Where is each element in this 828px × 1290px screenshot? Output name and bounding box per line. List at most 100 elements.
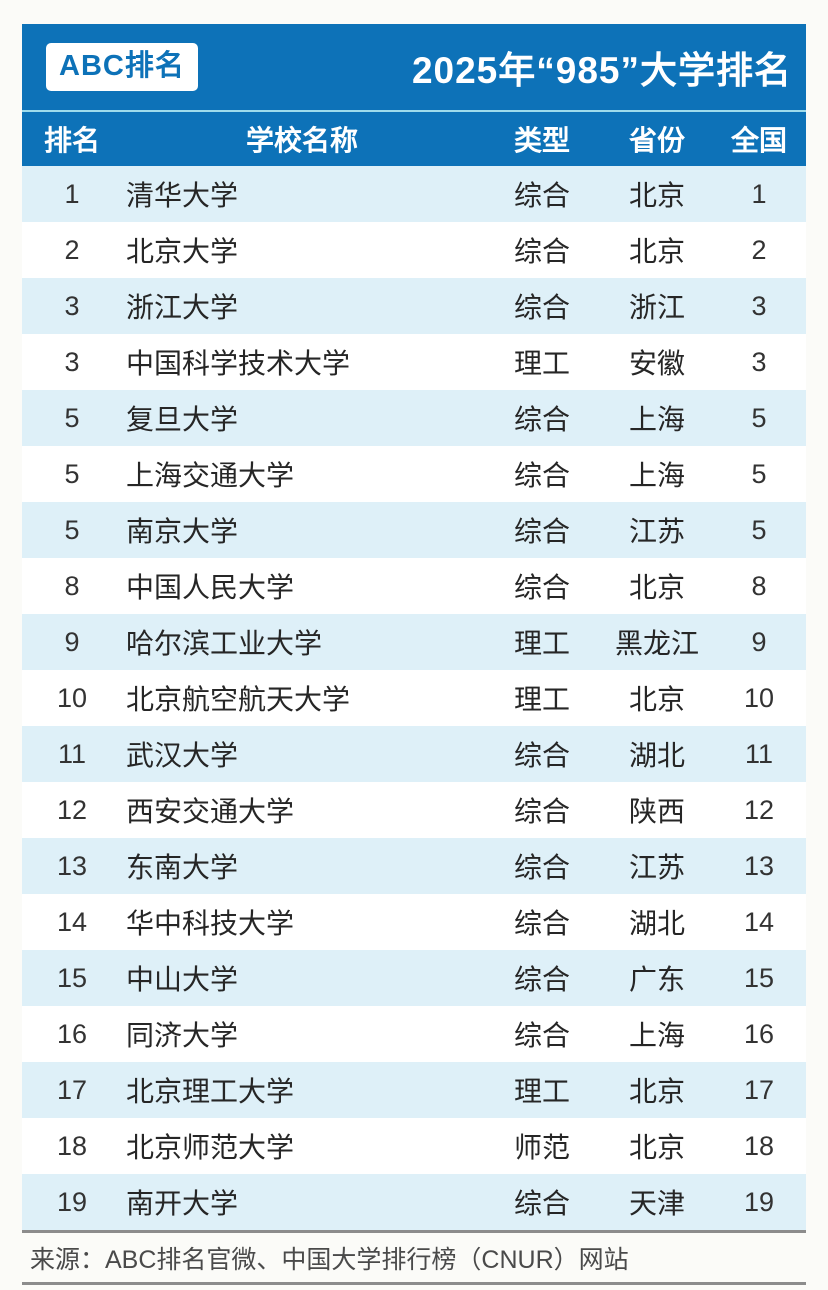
cell-national-rank: 11 [744, 738, 774, 769]
table-row: 14 华中科技大学 综合 湖北 14 [22, 894, 806, 950]
table-row: 15 中山大学 综合 广东 15 [22, 950, 806, 1006]
header-divider [22, 110, 806, 112]
title-band: ABC排名 2025年“985”大学排名 [22, 24, 806, 110]
cell-province: 安徽 [628, 348, 685, 379]
cell-school-name: 同济大学 [126, 1020, 239, 1051]
cell-school-name: 南开大学 [126, 1188, 239, 1219]
cell-province: 上海 [628, 1020, 685, 1051]
cell-school-name: 北京师范大学 [126, 1132, 295, 1163]
cell-type: 理工 [513, 684, 570, 715]
table-header-row: 排名 学校名称 类型 省份 全国 [22, 112, 806, 166]
cell-type: 综合 [513, 180, 570, 211]
cell-national-rank: 17 [743, 1074, 775, 1105]
cell-rank: 14 [56, 906, 88, 937]
cell-rank: 5 [64, 458, 80, 489]
cell-rank: 17 [56, 1074, 88, 1105]
cell-rank: 19 [56, 1186, 88, 1217]
cell-rank: 3 [64, 346, 80, 377]
cell-province: 北京 [628, 572, 685, 603]
cell-province: 浙江 [628, 292, 685, 323]
cell-province: 江苏 [628, 852, 685, 883]
source-note: 来源：ABC排名官微、中国大学排行榜（CNUR）网站 [22, 1230, 806, 1285]
cell-type: 综合 [513, 796, 570, 827]
cell-school-name: 中国科学技术大学 [126, 348, 351, 379]
cell-national-rank: 10 [743, 682, 775, 713]
cell-type: 理工 [513, 1076, 570, 1107]
cell-type: 综合 [513, 964, 570, 995]
cell-type: 理工 [513, 348, 570, 379]
table-row: 11 武汉大学 综合 湖北 11 [22, 726, 806, 782]
column-header-rank: 排名 [43, 125, 100, 156]
cell-rank: 13 [56, 850, 88, 881]
cell-type: 综合 [513, 1020, 570, 1051]
cell-province: 黑龙江 [614, 628, 699, 659]
cell-province: 北京 [628, 684, 685, 715]
cell-rank: 11 [57, 738, 87, 769]
cell-rank: 15 [56, 962, 88, 993]
cell-school-name: 西安交通大学 [126, 796, 295, 827]
cell-type: 综合 [513, 404, 570, 435]
cell-rank: 16 [56, 1018, 88, 1049]
table-row: 1 清华大学 综合 北京 1 [22, 166, 806, 222]
cell-national-rank: 15 [743, 962, 775, 993]
cell-national-rank: 1 [751, 178, 767, 209]
cell-type: 综合 [513, 516, 570, 547]
cell-national-rank: 8 [751, 570, 767, 601]
cell-province: 北京 [628, 180, 685, 211]
table-row: 5 复旦大学 综合 上海 5 [22, 390, 806, 446]
cell-national-rank: 5 [751, 514, 767, 545]
table-row: 18 北京师范大学 师范 北京 18 [22, 1118, 806, 1174]
cell-type: 综合 [513, 908, 570, 939]
table-row: 19 南开大学 综合 天津 19 [22, 1174, 806, 1230]
table-row: 13 东南大学 综合 江苏 13 [22, 838, 806, 894]
cell-province: 广东 [628, 964, 685, 995]
cell-national-rank: 9 [751, 626, 767, 657]
cell-school-name: 哈尔滨工业大学 [126, 628, 323, 659]
cell-rank: 18 [56, 1130, 88, 1161]
table-row: 9 哈尔滨工业大学 理工 黑龙江 9 [22, 614, 806, 670]
cell-type: 综合 [513, 292, 570, 323]
cell-rank: 8 [64, 570, 80, 601]
table-row: 3 中国科学技术大学 理工 安徽 3 [22, 334, 806, 390]
cell-province: 上海 [628, 404, 685, 435]
cell-province: 上海 [628, 460, 685, 491]
cell-school-name: 北京理工大学 [126, 1076, 295, 1107]
cell-national-rank: 14 [743, 906, 775, 937]
column-header-type: 类型 [513, 125, 570, 156]
cell-type: 综合 [513, 236, 570, 267]
column-header-school: 学校名称 [245, 125, 358, 156]
cell-rank: 9 [64, 626, 80, 657]
cell-province: 北京 [628, 1076, 685, 1107]
cell-type: 综合 [513, 852, 570, 883]
table-row: 5 南京大学 综合 江苏 5 [22, 502, 806, 558]
cell-national-rank: 13 [743, 850, 775, 881]
cell-province: 湖北 [628, 908, 685, 939]
cell-rank: 12 [56, 794, 88, 825]
cell-national-rank: 3 [751, 290, 767, 321]
table-row: 5 上海交通大学 综合 上海 5 [22, 446, 806, 502]
cell-school-name: 北京航空航天大学 [126, 684, 351, 715]
cell-rank: 1 [64, 178, 80, 209]
table-row: 12 西安交通大学 综合 陕西 12 [22, 782, 806, 838]
cell-type: 师范 [513, 1132, 570, 1163]
cell-province: 江苏 [628, 516, 685, 547]
cell-province: 陕西 [628, 796, 685, 827]
cell-national-rank: 5 [751, 402, 767, 433]
cell-national-rank: 19 [743, 1186, 775, 1217]
cell-type: 综合 [513, 572, 570, 603]
cell-rank: 5 [64, 402, 80, 433]
cell-rank: 3 [64, 290, 80, 321]
cell-province: 湖北 [628, 740, 685, 771]
cell-school-name: 南京大学 [126, 516, 239, 547]
cell-province: 北京 [628, 1132, 685, 1163]
column-header-province: 省份 [628, 125, 685, 156]
cell-province: 天津 [628, 1188, 685, 1219]
cell-school-name: 武汉大学 [126, 740, 239, 771]
page-title: 2025年“985”大学排名 [411, 50, 792, 91]
table-row: 17 北京理工大学 理工 北京 17 [22, 1062, 806, 1118]
cell-rank: 5 [64, 514, 80, 545]
cell-school-name: 复旦大学 [126, 404, 239, 435]
table-body: 1 清华大学 综合 北京 1 2 北京大学 综合 北京 2 3 浙江大学 [22, 166, 806, 1230]
cell-rank: 2 [64, 234, 80, 265]
